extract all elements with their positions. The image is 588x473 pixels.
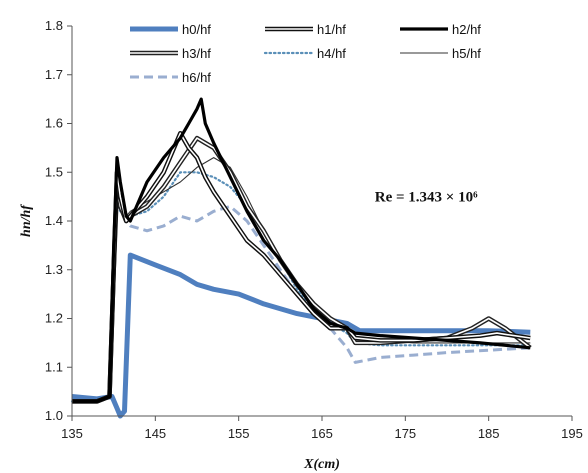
series-line-h3-hf <box>72 135 532 404</box>
series-line-h4-hf <box>70 171 532 403</box>
x-axis-title: X(cm) <box>303 457 340 472</box>
legend-label: h0/hf <box>182 22 211 37</box>
x-tick-label: 195 <box>561 426 583 441</box>
legend-label: h2/hf <box>452 22 481 37</box>
legend: h0/hf h1/hf h2/hf h3/hf h4/hf h5/hf h6/hf <box>130 22 481 85</box>
series-line-h1-hf <box>72 130 531 404</box>
axes <box>71 26 572 417</box>
y-tick-label: 1.7 <box>45 67 63 82</box>
series-line-h0-hf <box>71 252 531 419</box>
legend-label: h5/hf <box>452 46 481 61</box>
x-tick-label: 155 <box>228 426 250 441</box>
series-line-h1-hf <box>72 132 531 403</box>
legend-label: h1/hf <box>317 22 346 37</box>
annotation-reynolds: Re = 1.343 × 10⁶ <box>375 190 478 206</box>
y-tick-label: 1.5 <box>45 164 63 179</box>
x-tick-label: 135 <box>61 426 83 441</box>
legend-label: h3/hf <box>182 46 211 61</box>
y-tick-label: 1.1 <box>45 359 63 374</box>
x-tick-label: 145 <box>144 426 166 441</box>
ticks: 135 145 155 165 175 185 195 1.0 1.1 1.2 1.3 1.4 1.5 1… <box>45 18 583 441</box>
y-tick-label: 1.2 <box>45 311 63 326</box>
series-line-h2-hf <box>72 97 531 403</box>
y-tick-label: 1.4 <box>45 213 63 228</box>
y-tick-label: 1.8 <box>45 18 63 33</box>
x-tick-label: 175 <box>394 426 416 441</box>
y-axis-title: hn/hf <box>19 204 34 237</box>
plot-area <box>70 97 532 419</box>
x-tick-label: 185 <box>478 426 500 441</box>
x-tick-label: 165 <box>311 426 333 441</box>
series-line-h3-hf <box>72 137 531 403</box>
legend-label: h6/hf <box>182 70 211 85</box>
y-tick-label: 1.6 <box>45 116 63 131</box>
y-tick-label: 1.3 <box>45 262 63 277</box>
legend-label: h4/hf <box>317 46 346 61</box>
y-tick-label: 1.0 <box>45 408 63 423</box>
